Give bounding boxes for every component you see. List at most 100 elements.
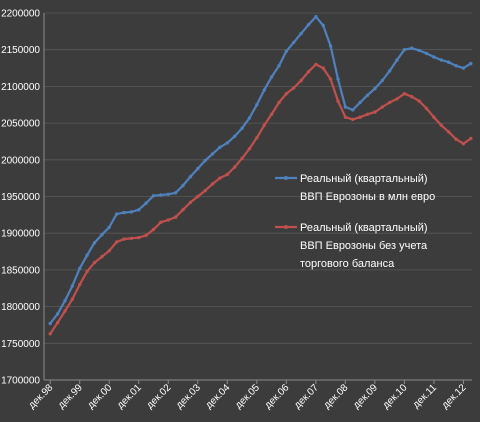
data-point: [373, 110, 377, 114]
data-point: [417, 48, 421, 53]
data-point: [292, 86, 296, 90]
legend-marker: [284, 225, 288, 229]
data-point: [129, 236, 134, 240]
data-point: [380, 78, 384, 83]
data-point: [365, 93, 370, 97]
data-point: [447, 60, 451, 64]
data-point: [225, 172, 229, 177]
data-point: [439, 58, 443, 62]
data-point: [151, 227, 156, 232]
data-point: [144, 233, 148, 238]
data-point: [188, 200, 193, 205]
data-point: [321, 66, 325, 70]
data-point: [114, 212, 119, 216]
data-point: [269, 75, 274, 79]
data-point: [402, 92, 407, 96]
x-axis-ticks: дек.98 дек.99 дек.00 дек.01 дек.02 дек.03 дек.…: [27, 380, 469, 411]
data-point: [181, 183, 185, 188]
data-point: [439, 123, 443, 128]
data-point: [365, 112, 370, 117]
gridlines: [44, 12, 472, 344]
data-point: [343, 105, 348, 109]
data-point: [166, 218, 170, 222]
y-tick-label: 1950000: [1, 192, 40, 203]
x-tick-label: дек.03: [174, 382, 203, 411]
data-point: [461, 66, 466, 70]
data-point: [336, 77, 340, 81]
data-point: [461, 142, 466, 146]
data-point: [395, 97, 399, 101]
legend-label: Реальный (квартальный): [300, 173, 428, 185]
data-point: [63, 309, 67, 313]
data-point: [48, 332, 52, 336]
data-point: [358, 115, 362, 119]
data-point: [107, 225, 111, 229]
data-point: [63, 299, 67, 303]
data-point: [269, 112, 274, 117]
data-point: [203, 158, 207, 163]
data-point: [424, 106, 429, 111]
data-point: [78, 282, 82, 287]
data-point: [137, 208, 141, 212]
data-point: [218, 145, 222, 149]
data-point: [447, 130, 451, 134]
x-tick-label: дек.06: [263, 382, 292, 411]
data-point: [351, 108, 355, 112]
data-point: [122, 210, 126, 215]
data-point: [151, 194, 156, 198]
legend-label: Реальный (квартальный): [300, 222, 428, 234]
data-point: [321, 23, 325, 28]
legend-label: ВВП Еврозоны без учета: [300, 240, 428, 252]
data-point: [173, 191, 178, 195]
data-point: [432, 55, 436, 59]
data-point: [129, 210, 134, 214]
data-point: [218, 176, 222, 180]
data-point: [292, 40, 296, 45]
data-point: [277, 64, 281, 68]
data-point: [314, 15, 318, 19]
y-tick-label: 2000000: [1, 155, 40, 166]
data-point: [48, 321, 52, 326]
x-tick-label: дек.99: [56, 382, 85, 411]
data-point: [255, 103, 259, 107]
data-point: [262, 123, 266, 128]
y-tick-label: 2150000: [1, 45, 40, 56]
data-point: [454, 137, 458, 141]
data-point: [284, 92, 288, 96]
y-tick-label: 1850000: [1, 265, 40, 276]
data-point: [181, 208, 185, 212]
series-line: [49, 63, 472, 335]
data-point: [210, 182, 215, 186]
y-tick-label: 2200000: [1, 9, 40, 20]
data-point: [395, 58, 399, 62]
data-point: [114, 240, 119, 244]
data-point: [417, 99, 421, 103]
data-point: [70, 284, 75, 288]
y-tick-label: 1900000: [1, 229, 40, 240]
y-tick-label: 1750000: [1, 339, 40, 350]
y-axis-ticks: 2200000 2150000 2100000 2050000 2000000 19500…: [1, 9, 40, 387]
legend-entry-2: Реальный (квартальный) ВВП Еврозоны без у…: [275, 222, 428, 270]
data-point: [410, 95, 414, 99]
data-point: [107, 249, 111, 253]
data-point: [351, 117, 355, 122]
series-1: [48, 15, 473, 326]
data-point: [387, 100, 392, 105]
x-tick-label: дек.01: [115, 382, 144, 411]
data-point: [100, 233, 104, 237]
x-tick-label: дек.00: [86, 382, 115, 411]
x-tick-label: дек.10: [381, 382, 410, 411]
y-tick-label: 1800000: [1, 302, 40, 313]
data-point: [225, 141, 229, 145]
data-point: [424, 51, 429, 56]
series-2: [48, 62, 473, 336]
data-point: [247, 147, 252, 151]
series: [48, 15, 473, 336]
data-point: [328, 77, 333, 81]
data-point: [70, 297, 75, 301]
data-point: [336, 99, 340, 103]
legend: Реальный (квартальный) ВВП Еврозоны в млн…: [275, 173, 435, 270]
data-point: [240, 156, 244, 160]
data-point: [306, 70, 311, 74]
